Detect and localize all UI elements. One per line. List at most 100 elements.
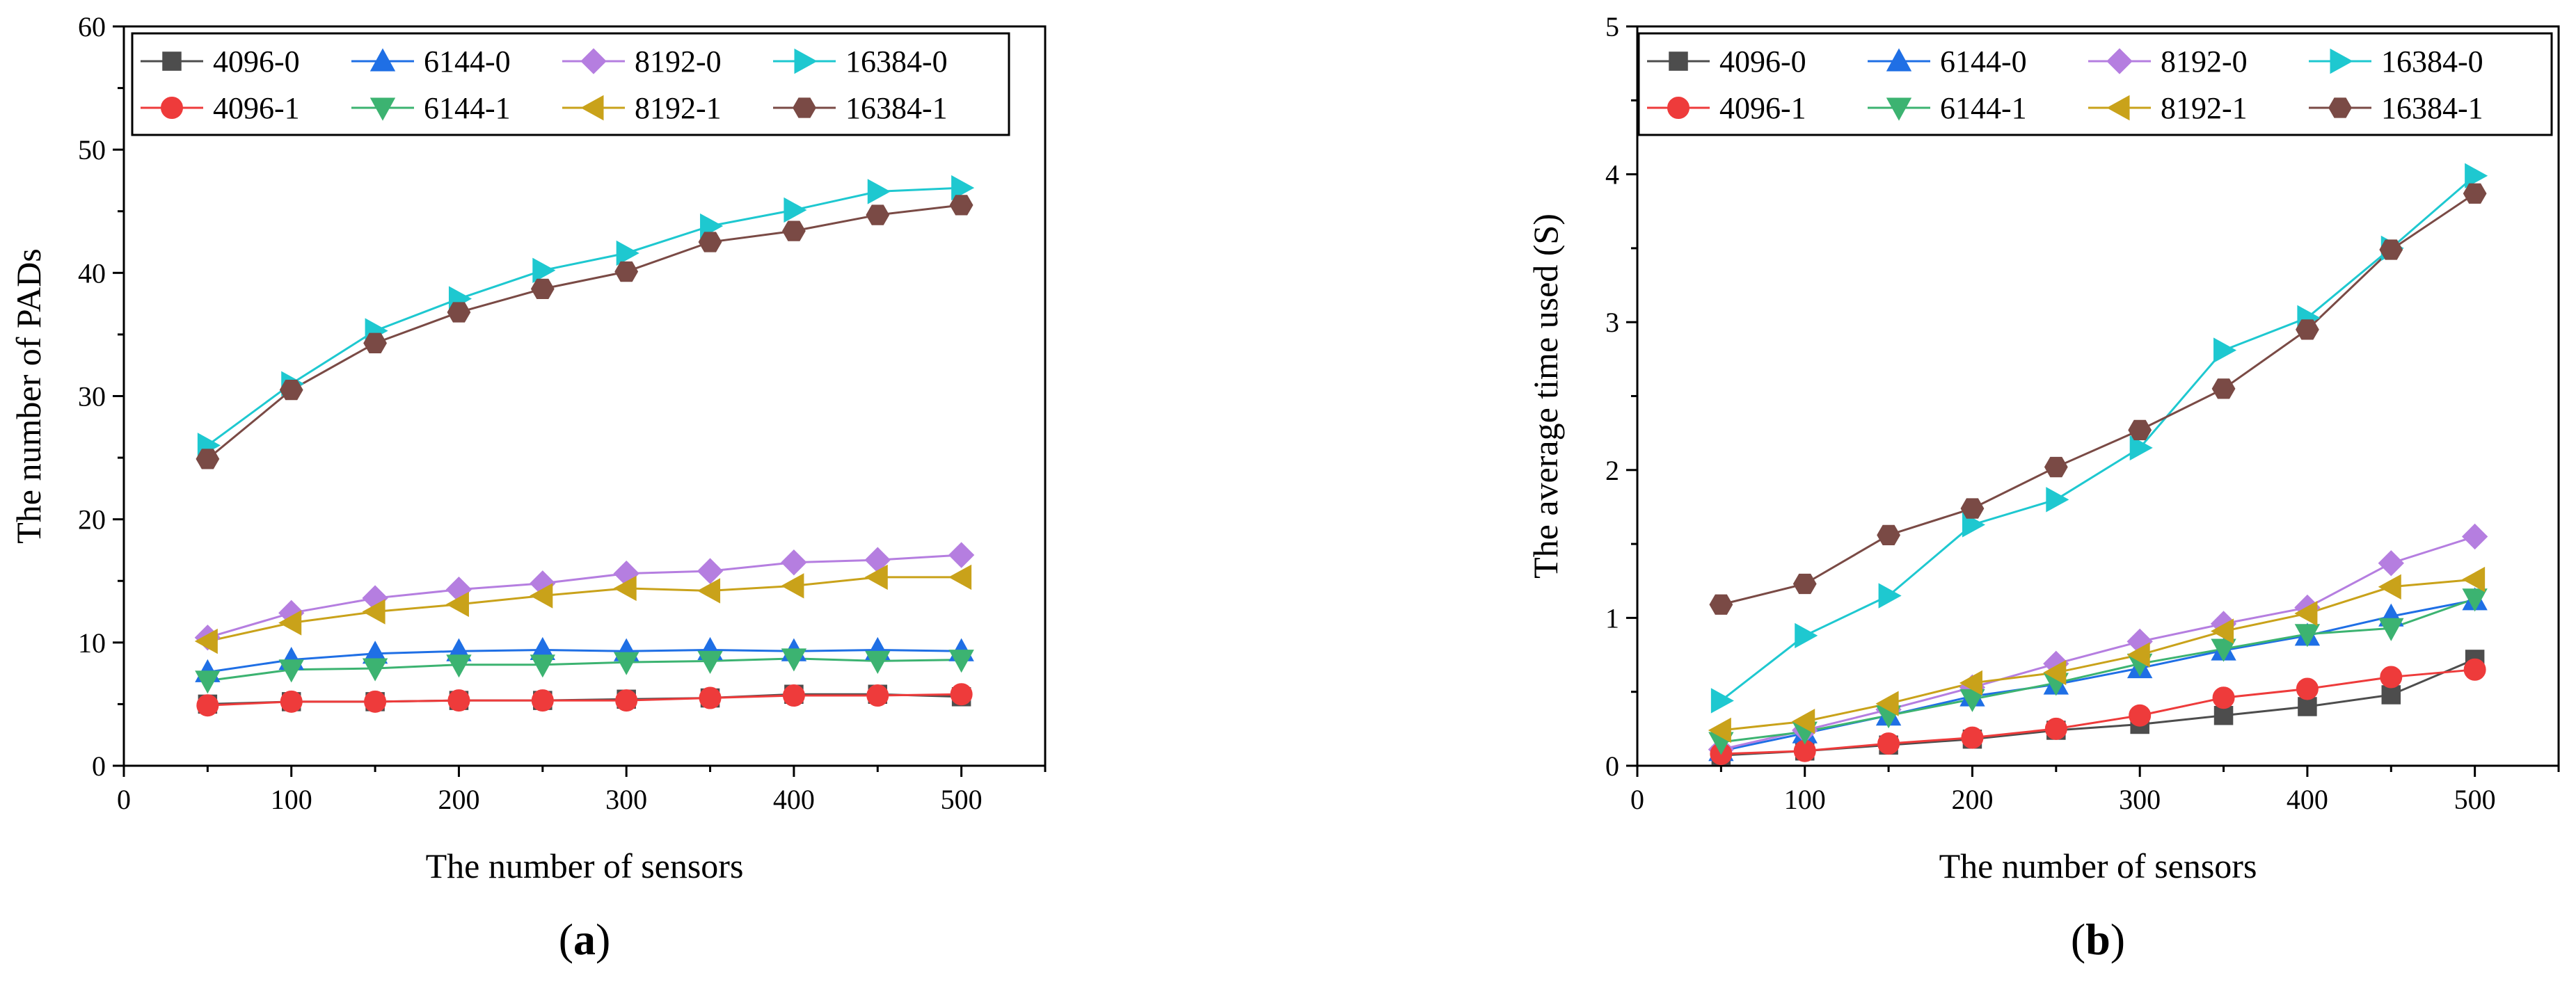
data-point-16384-1	[782, 220, 806, 241]
legend-marker-4096-1	[161, 97, 183, 119]
data-point-16384-1	[530, 278, 555, 300]
data-point-4096-0	[2213, 705, 2234, 725]
legend-label: 6144-1	[1940, 91, 2027, 125]
plot-frame	[122, 25, 1047, 767]
legend-marker-6144-1	[1886, 97, 1912, 121]
y-tick-label: 40	[78, 257, 106, 289]
y-tick-label: 10	[78, 627, 106, 659]
data-point-16384-0	[2213, 337, 2237, 363]
legend-label: 4096-0	[213, 45, 300, 79]
y-tick-label: 30	[78, 381, 106, 412]
y-tick-label: 5	[1605, 11, 1619, 42]
x-tick-label: 100	[271, 784, 312, 815]
legend-label: 8192-0	[635, 45, 722, 79]
data-point-16384-0	[700, 213, 724, 239]
caption-close-paren: )	[2110, 915, 2125, 964]
legend	[131, 32, 1010, 136]
legend-marker-16384-0	[2330, 48, 2353, 74]
series-line-4096-1	[1721, 668, 2475, 755]
data-point-16384-0	[2465, 163, 2488, 188]
data-point-8192-1	[613, 575, 637, 602]
data-point-8192-1	[2462, 566, 2486, 593]
data-point-4096-1	[196, 694, 219, 717]
data-point-8192-1	[278, 610, 302, 636]
series-line-6144-0	[207, 648, 962, 673]
legend-marker-16384-1	[793, 97, 816, 118]
x-axis-title: The number of sensors	[426, 846, 744, 885]
series-line-16384-1	[207, 204, 962, 460]
data-point-8192-1	[2294, 600, 2318, 627]
legend	[1637, 32, 2553, 136]
series-line-16384-1	[1721, 192, 2476, 606]
data-point-16384-1	[949, 195, 973, 216]
series-line-8192-0	[207, 554, 962, 639]
data-point-16384-1	[2379, 239, 2403, 260]
data-point-8192-0	[697, 558, 724, 584]
data-point-8192-0	[2378, 550, 2404, 577]
legend-label: 6144-0	[424, 45, 511, 79]
data-point-8192-1	[1708, 717, 1731, 743]
legend-marker-4096-0	[162, 51, 182, 71]
data-point-8192-1	[948, 564, 972, 590]
data-point-6144-1	[530, 654, 556, 678]
y-axis-title: The number of PADs	[9, 248, 48, 544]
data-point-8192-0	[948, 542, 975, 568]
data-point-6144-1	[2294, 624, 2321, 648]
data-point-4096-1	[2129, 704, 2152, 727]
x-tick-label: 100	[1784, 784, 1826, 815]
data-point-8192-1	[2378, 574, 2401, 600]
data-point-6144-1	[948, 650, 974, 673]
data-point-16384-0	[1962, 512, 1986, 538]
series-line-16384-0	[1720, 175, 2476, 702]
data-point-8192-1	[1875, 691, 1899, 716]
data-point-4096-1	[447, 689, 470, 712]
x-tick-label: 0	[1630, 784, 1644, 815]
x-tick-label: 200	[1951, 784, 1993, 815]
data-point-8192-0	[781, 549, 807, 576]
caption-letter: b	[2085, 915, 2110, 964]
data-point-16384-0	[784, 197, 807, 223]
data-point-16384-1	[2044, 456, 2068, 478]
y-axis-title: The average time used (S)	[1526, 214, 1565, 579]
data-point-6144-1	[2211, 638, 2236, 662]
x-tick-label: 200	[438, 784, 479, 815]
data-point-16384-1	[2463, 183, 2487, 204]
data-point-4096-1	[866, 684, 889, 707]
legend-label: 8192-1	[2161, 91, 2248, 125]
legend-marker-4096-1	[1667, 97, 1689, 119]
x-tick-label: 300	[2119, 784, 2161, 815]
data-point-8192-1	[697, 578, 721, 604]
y-tick-label: 4	[1605, 159, 1619, 191]
legend-label: 4096-1	[1719, 91, 1806, 125]
data-point-16384-1	[866, 204, 890, 225]
y-tick-label: 1	[1605, 602, 1619, 634]
data-point-8192-1	[864, 564, 888, 590]
series-line-6144-1	[207, 657, 962, 682]
y-tick-label: 0	[92, 750, 106, 782]
data-point-6144-1	[446, 654, 472, 678]
caption-open-paren: (	[559, 915, 573, 964]
legend-marker-8192-0	[580, 48, 607, 74]
legend-label: 16384-1	[2381, 91, 2483, 125]
data-point-4096-1	[2044, 717, 2067, 740]
data-point-8192-1	[1959, 670, 1982, 696]
series-line-6144-1	[1721, 597, 2476, 743]
x-tick-label: 500	[2454, 784, 2496, 815]
legend-label: 6144-1	[424, 91, 511, 125]
legend-marker-16384-0	[794, 48, 818, 74]
legend-label: 8192-0	[2161, 45, 2248, 79]
data-point-4096-1	[1877, 732, 1900, 755]
data-point-4096-1	[280, 690, 303, 713]
legend-marker-8192-1	[580, 95, 604, 121]
legend-marker-16384-1	[2328, 97, 2352, 118]
data-point-8192-1	[2043, 659, 2067, 686]
data-point-4096-1	[1961, 726, 1984, 749]
data-point-16384-1	[279, 380, 303, 401]
series-line-8192-1	[207, 576, 962, 643]
data-point-16384-1	[1709, 594, 1733, 615]
data-point-4096-1	[531, 689, 554, 712]
data-point-16384-0	[532, 257, 556, 283]
data-point-4096-1	[2296, 677, 2319, 700]
data-point-6144-1	[613, 652, 639, 675]
data-point-8192-0	[2461, 523, 2488, 550]
